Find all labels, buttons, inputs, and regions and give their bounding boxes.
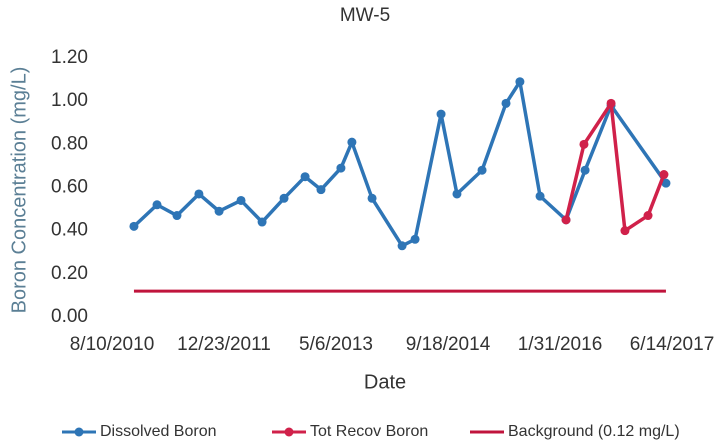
x-tick-label: 12/23/2011 [177,334,271,355]
series-line [564,101,666,233]
data-point [535,191,545,201]
data-point [172,211,182,221]
x-tick-label: 9/18/2014 [406,334,491,355]
data-point [194,189,204,199]
x-tick-label: 1/31/2016 [518,334,603,355]
y-tick-label: 0.40 [51,220,88,241]
data-point [410,234,420,244]
y-tick-label: 0.20 [51,263,88,284]
legend-marker [284,427,294,437]
x-tick-label: 5/6/2013 [299,334,373,355]
data-point [501,98,511,108]
data-point [214,206,224,216]
data-point [236,195,246,205]
data-point [257,217,267,227]
y-tick-label: 0.60 [51,177,88,198]
y-tick-label: 0.00 [51,306,88,327]
y-tick-label: 0.80 [51,133,88,154]
data-point [659,170,669,180]
data-point [620,226,630,236]
legend-label: Background (0.12 mg/L) [508,423,680,440]
data-point [347,137,357,147]
data-point [436,109,446,119]
data-point [300,172,310,182]
legend-label: Dissolved Boron [100,423,217,440]
data-point [606,98,616,108]
x-axis-label: Date [364,371,406,393]
data-point [579,139,589,149]
data-point [129,221,139,231]
data-point [152,200,162,210]
y-tick-label: 1.20 [51,47,88,68]
x-tick-label: 8/10/2010 [70,334,155,355]
x-tick-label: 6/14/2017 [630,334,715,355]
data-point [643,211,653,221]
data-point [477,165,487,175]
data-point [515,77,525,87]
legend-marker [74,427,84,437]
series-line [132,79,668,248]
data-point [397,241,407,251]
data-point [316,185,326,195]
data-point [367,193,377,203]
y-axis-label: Boron Concentration (mg/L) [8,67,30,314]
legend-label: Tot Recov Boron [310,423,428,440]
data-point [661,178,671,188]
data-point [336,163,346,173]
data-point [452,189,462,199]
data-point [580,165,590,175]
y-tick-label: 1.00 [51,90,88,111]
data-point [561,215,571,225]
chart-title: MW-5 [340,5,390,26]
data-point [279,193,289,203]
